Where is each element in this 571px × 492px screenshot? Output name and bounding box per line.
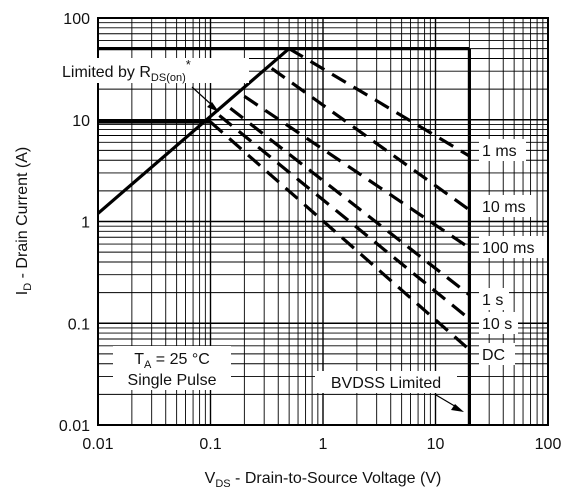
curve-label-bg [479,195,535,217]
curve-label-10ms: 10 ms [482,199,526,216]
bvdss-annotation: BVDSS Limited [315,371,464,412]
x-tick-label: 0.1 [199,436,221,453]
curve-label-dc: DC [482,347,505,364]
curve-label-1s: 1 s [482,292,503,309]
curve-label-bg [479,343,515,365]
x-tick-label: 1 [319,436,328,453]
y-tick-label: 10 [72,113,90,130]
chart-grid [97,18,548,426]
curve-label-bg [479,288,509,310]
series-line [229,106,471,297]
series-line [270,67,471,212]
series-line [209,120,471,351]
rds-limit-annotation: Limited by RDS(on)* [59,57,249,112]
bvdss-label-bg [315,371,457,393]
rds-limit-arrowhead [207,102,219,112]
ta-annotation: TA = 25 °C Single Pulse [113,346,231,390]
curve-label-100ms: 100 ms [482,240,534,257]
y-tick-label: 0.1 [68,316,90,333]
x-axis-label: VDS - Drain-to-Source Voltage (V) [205,470,442,490]
y-tick-label: 100 [63,11,90,28]
y-tick-label: 0.01 [59,418,90,435]
bvdss-arrowhead [451,404,464,412]
curve-label-bg [479,139,526,161]
curve-label-bg [479,312,518,334]
plot-frame [97,17,549,426]
curve-label-bg [479,236,547,258]
tick-labels: 0.01 0.1 1 10 100 0.01 0.1 1 10 100 [59,11,562,453]
series-line [288,47,471,158]
x-tick-label: 10 [427,436,445,453]
series-line [218,114,471,321]
rds-limit-label-bg [59,58,249,83]
curve-label-10s: 10 s [482,316,512,333]
ta-label: TA = 25 °C [134,351,210,371]
x-tick-label: 100 [535,436,562,453]
single-pulse-label: Single Pulse [128,372,217,389]
y-axis-label: ID - Drain Current (A) [14,147,34,295]
ta-label-bg [113,346,231,390]
bvdss-label: BVDSS Limited [331,375,441,392]
curve-labels: 1 ms 10 ms 100 ms 1 s 10 s DC [479,139,547,365]
rds-limit-label: Limited by RDS(on)* [62,57,191,84]
rds-limit-arrow [191,86,215,108]
x-tick-label: 0.01 [82,436,113,453]
series-line [243,94,471,250]
series-line [96,47,291,215]
series-layer [96,46,471,425]
y-tick-label: 1 [81,215,90,232]
curve-label-1ms: 1 ms [482,143,517,160]
